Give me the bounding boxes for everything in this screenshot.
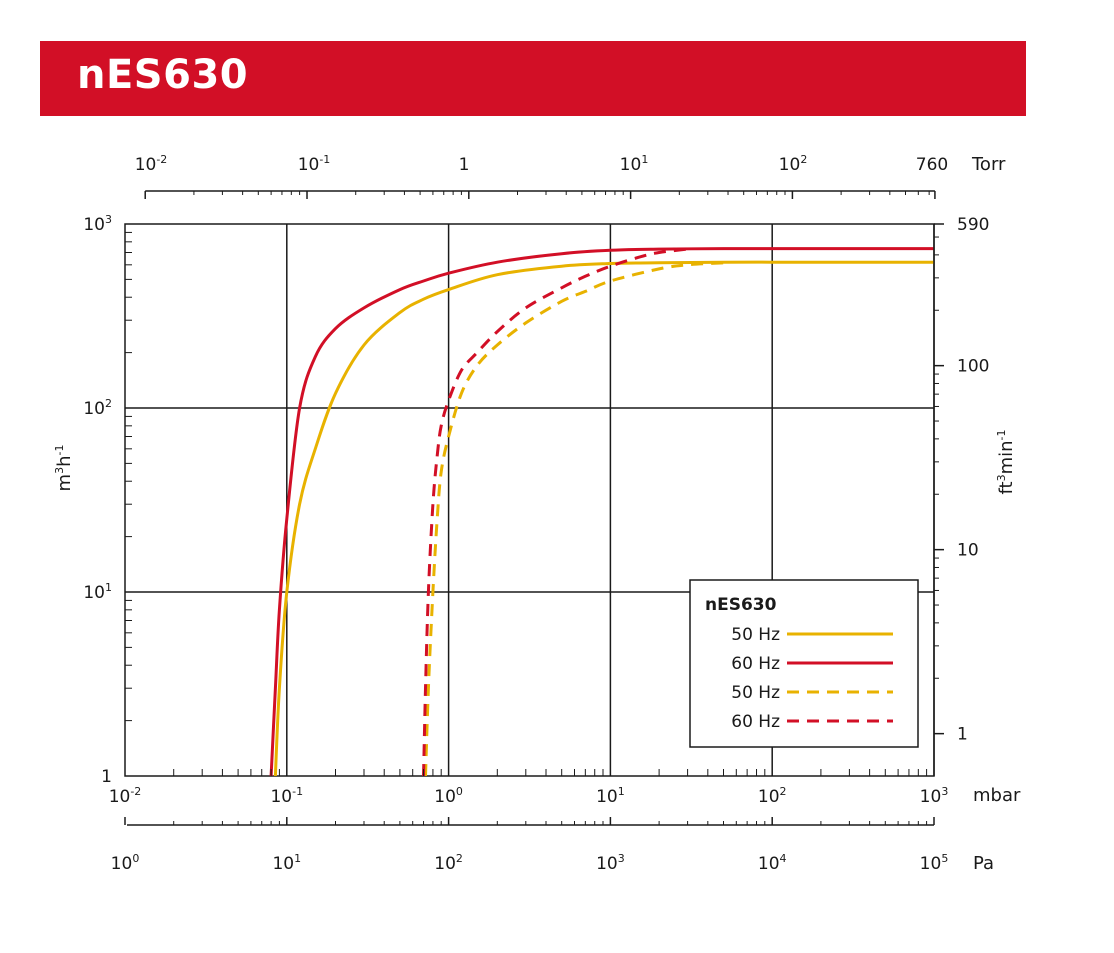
tick-label-mbar: 102 [758, 785, 787, 807]
series-line-60-hz-dashed [422, 247, 688, 776]
tick-label-torr: 101 [620, 153, 649, 175]
tick-label-pa: 102 [434, 852, 463, 874]
axis-unit-torr: Torr [971, 154, 1006, 175]
tick-label-left: 103 [83, 213, 112, 235]
curves [269, 247, 934, 776]
axis-title-left: m3h-1 [53, 445, 75, 492]
tick-label-right: 590 [957, 215, 989, 235]
series-line-50-hz-dashed [424, 261, 724, 776]
legend-label: 60 Hz [731, 654, 780, 674]
tick-label-mbar: 10-2 [109, 785, 142, 807]
tick-label-torr: 1 [459, 155, 470, 175]
tick-label-mbar: 103 [920, 785, 949, 807]
tick-label-torr: 760 [916, 155, 948, 175]
tick-label-torr: 10-1 [298, 153, 331, 175]
legend-label: 60 Hz [731, 712, 780, 732]
title-banner: nES630 [40, 41, 1026, 116]
legend-label: 50 Hz [731, 625, 780, 645]
legend-label: 50 Hz [731, 683, 780, 703]
axis-unit-mbar: mbar [973, 785, 1021, 806]
tick-label-pa: 105 [920, 852, 949, 874]
tick-label-mbar: 10-1 [270, 785, 303, 807]
tick-label-torr: 10-2 [135, 153, 168, 175]
legend-title: nES630 [705, 595, 777, 615]
tick-label-mbar: 101 [596, 785, 625, 807]
page-title: nES630 [77, 52, 249, 98]
tick-label-right: 1 [957, 725, 968, 745]
series-line-60-hz-solid [269, 247, 934, 776]
tick-label-pa: 101 [272, 852, 301, 874]
legend: nES630 50 Hz 60 Hz 50 Hz 60 Hz [689, 579, 919, 748]
tick-label-mbar: 100 [434, 785, 463, 807]
tick-label-torr: 102 [779, 153, 808, 175]
tick-label-left: 102 [83, 397, 112, 419]
axis-unit-pa: Pa [973, 853, 994, 874]
tick-label-right: 100 [957, 357, 989, 377]
tick-label-left: 1 [101, 767, 112, 787]
series-line-50-hz-solid [273, 260, 934, 776]
tick-label-right: 10 [957, 541, 979, 561]
tick-label-pa: 103 [596, 852, 625, 874]
tick-label-pa: 100 [111, 852, 140, 874]
axis-title-right: ft3min-1 [995, 430, 1017, 495]
tick-label-pa: 104 [758, 852, 787, 874]
tick-label-left: 101 [83, 581, 112, 603]
